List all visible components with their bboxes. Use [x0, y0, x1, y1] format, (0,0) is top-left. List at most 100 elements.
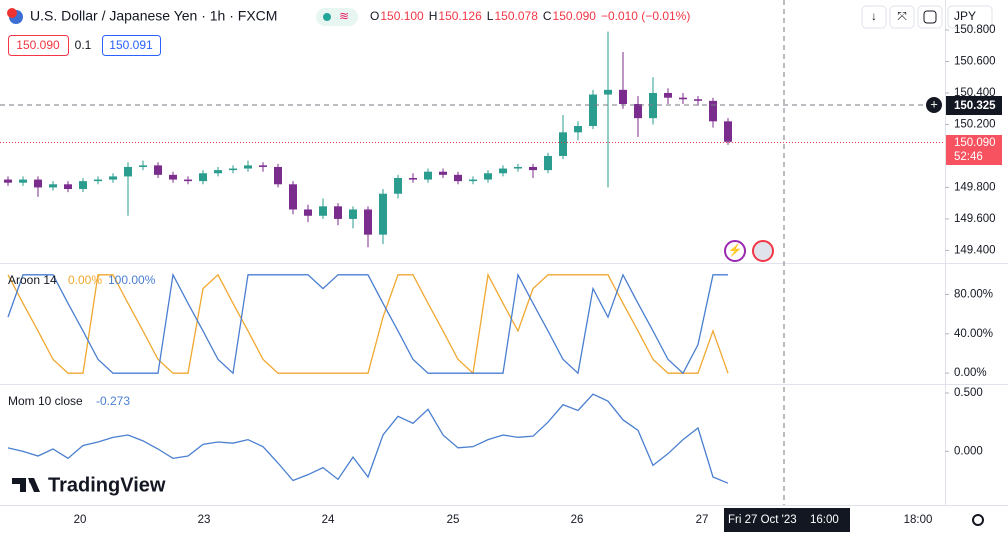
candle-body — [169, 174, 177, 180]
candle-body — [109, 176, 117, 180]
currency[interactable]: JPY — [954, 9, 976, 23]
candle-body — [259, 165, 267, 167]
ohlc-legend: O 150.100 H 150.126 L 150.078 C 150.090 — [370, 9, 596, 23]
candle-body — [469, 179, 477, 182]
indicator-title: Aroon 14 — [8, 273, 57, 287]
x-tick-label: 23 — [198, 514, 211, 526]
currency-select[interactable] — [947, 5, 993, 29]
add-button-icon[interactable]: + — [930, 96, 938, 111]
candle-body — [229, 168, 237, 171]
candle-body — [529, 166, 537, 171]
ohlc-value: 150.078 — [494, 9, 538, 23]
candle-body — [484, 173, 492, 180]
legend-value: 0.00% — [68, 273, 102, 287]
event-icon-glyph[interactable]: ⚡ — [728, 243, 743, 257]
ohlc-letter: O — [370, 9, 379, 23]
add-button[interactable] — [926, 97, 942, 113]
crosshair-date: Fri 27 Oct '23 — [728, 514, 797, 526]
indicator-title: Mom 10 close — [8, 394, 83, 408]
candle-body — [214, 170, 222, 174]
candle-body — [694, 99, 702, 101]
candle-body — [19, 179, 27, 183]
candle-body — [289, 184, 297, 210]
candle-body — [364, 209, 372, 235]
x-tick-label: 26 — [571, 514, 584, 526]
crosshair-time-box — [724, 508, 850, 532]
country-icon[interactable] — [752, 240, 774, 262]
ask[interactable]: 150.091 — [109, 38, 153, 52]
x-tick-label: 27 — [696, 514, 709, 526]
candle-body — [64, 184, 72, 190]
market-status — [316, 8, 358, 26]
candle-body — [589, 94, 597, 127]
legend-value: 100.00% — [108, 273, 156, 287]
candle-body — [439, 171, 447, 175]
button[interactable] — [889, 5, 915, 29]
legend-value: -0.273 — [96, 394, 130, 408]
x-tick-label: 24 — [322, 514, 335, 526]
candle-body — [499, 168, 507, 174]
candle-body — [574, 126, 582, 133]
button-icon[interactable]: ⤧ — [897, 9, 907, 23]
candle-body — [724, 121, 732, 142]
candle-body — [679, 97, 687, 100]
candle-body — [649, 92, 657, 119]
y-tick-label: 0.500 — [954, 387, 983, 399]
candle-body — [379, 193, 387, 235]
candle-body — [409, 177, 417, 180]
indicator-line — [7, 272, 728, 375]
settings-icon[interactable] — [972, 514, 984, 526]
button[interactable] — [917, 5, 943, 29]
candle-body — [604, 89, 612, 95]
indicator-line — [7, 272, 729, 375]
x-tick-label: 20 — [74, 514, 87, 526]
candle-body — [634, 103, 642, 119]
x-tick-label: 18:00 — [904, 514, 933, 526]
y-tick-label: 0.00% — [954, 367, 987, 379]
candle-body — [4, 179, 12, 183]
ohlc-value: 150.126 — [438, 9, 482, 23]
candle-body — [559, 132, 567, 156]
ohlc-letter: H — [429, 9, 438, 23]
candle-body — [139, 165, 147, 167]
last-price: 150.090 — [954, 137, 996, 149]
candle-body — [34, 179, 42, 188]
event-icon[interactable] — [724, 240, 746, 262]
candle-body — [544, 155, 552, 171]
spread: 0.1 — [75, 38, 92, 52]
symbol-icon — [7, 8, 17, 18]
ohlc-value: 150.100 — [380, 9, 424, 23]
symbol-title: U.S. Dollar / Japanese Yen · 1h · FXCM — [30, 8, 277, 24]
ohlc-letter: L — [487, 9, 494, 23]
candle-body — [619, 89, 627, 104]
y-tick-label: 150.200 — [954, 118, 996, 130]
candle-body — [49, 184, 57, 188]
market-status-dot — [323, 13, 331, 21]
last-price-box — [946, 135, 1002, 165]
candle-body — [154, 165, 162, 175]
button-icon[interactable]: ↓ — [871, 9, 877, 23]
y-tick-label: 149.800 — [954, 181, 996, 193]
candle-body — [664, 92, 672, 98]
change: −0.010 (−0.01%) — [601, 9, 690, 23]
candle-body — [94, 179, 102, 182]
bid[interactable]: 150.090 — [16, 38, 60, 52]
bid-box[interactable] — [8, 35, 69, 56]
crosshair-price-box — [946, 96, 1002, 115]
y-tick-label: 40.00% — [954, 328, 993, 340]
candle-body — [79, 181, 87, 190]
candle-body — [124, 166, 132, 177]
indicator-line — [7, 393, 729, 484]
button[interactable] — [861, 5, 887, 29]
countdown: 52:46 — [954, 151, 983, 163]
y-tick-label: 150.600 — [954, 56, 996, 68]
candle-body — [319, 206, 327, 216]
button-icon[interactable] — [923, 10, 937, 24]
x-tick-label: 25 — [447, 514, 460, 526]
ask-box[interactable] — [102, 35, 161, 56]
brand: TradingView — [48, 474, 166, 496]
y-tick-label: 150.800 — [954, 24, 996, 36]
crosshair-price: 150.325 — [954, 100, 996, 112]
candle-body — [454, 174, 462, 182]
